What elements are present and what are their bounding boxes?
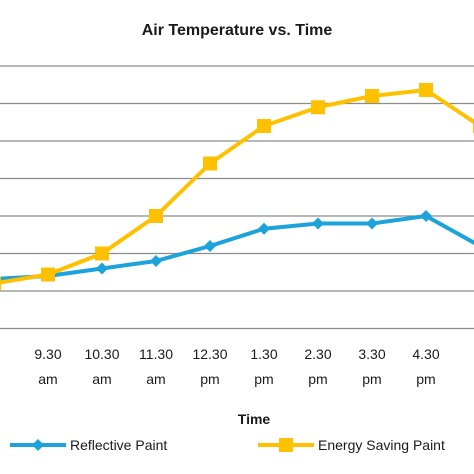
x-tick-label: 10.30 <box>84 346 119 362</box>
data-point-square <box>149 209 163 223</box>
data-point-diamond <box>96 262 108 275</box>
data-point-square <box>311 100 325 115</box>
data-point-diamond <box>420 210 432 222</box>
data-point-square <box>365 89 379 103</box>
legend-marker-square <box>279 438 293 452</box>
legend-label-1: Energy Saving Paint <box>318 437 445 453</box>
x-tick-label: 12.30 <box>192 346 227 362</box>
chart-title: Air Temperature vs. Time <box>142 22 333 39</box>
data-point-diamond <box>366 217 378 230</box>
gridlines <box>0 65 474 330</box>
series-lines <box>0 88 474 285</box>
x-tick-labels: 9.30 am 10.30 am 11.30 am 12.30 pm 1.30 pm 2.30 pm 3… <box>34 346 439 387</box>
series-line-0 <box>0 214 474 281</box>
data-point-square <box>257 119 271 133</box>
x-tick-label: 2.30 <box>304 346 331 362</box>
x-tick-label-period: pm <box>254 371 273 387</box>
legend-label-0: Reflective Paint <box>70 437 167 453</box>
x-tick-label: 11.30 <box>139 346 173 362</box>
data-point-square <box>95 246 109 261</box>
x-tick-label: 9.30 <box>34 346 61 362</box>
data-point-diamond <box>258 222 270 235</box>
x-tick-label-period: pm <box>200 371 219 387</box>
series-line-1 <box>0 88 474 285</box>
x-tick-label: 1.30 <box>250 346 277 362</box>
data-point-square <box>419 83 433 97</box>
data-point-diamond <box>204 240 216 252</box>
x-tick-label-period: pm <box>362 371 381 387</box>
series-markers <box>0 83 474 291</box>
x-tick-label: 3.30 <box>358 346 385 362</box>
legend-marker-diamond <box>32 439 44 451</box>
data-point-square <box>41 267 55 282</box>
data-point-square <box>203 156 217 171</box>
data-point-diamond <box>150 255 162 267</box>
x-tick-label-period: am <box>146 371 165 387</box>
data-point-square <box>0 276 1 291</box>
data-point-diamond <box>312 217 324 230</box>
x-tick-label-period: am <box>92 371 111 387</box>
x-tick-label: 4.30 <box>412 346 439 362</box>
legend: Reflective Paint Energy Saving Paint <box>10 437 445 453</box>
x-tick-label-period: pm <box>416 371 435 387</box>
x-tick-label-period: pm <box>308 371 327 387</box>
x-axis-label: Time <box>238 411 271 427</box>
x-tick-label-period: am <box>38 371 57 387</box>
